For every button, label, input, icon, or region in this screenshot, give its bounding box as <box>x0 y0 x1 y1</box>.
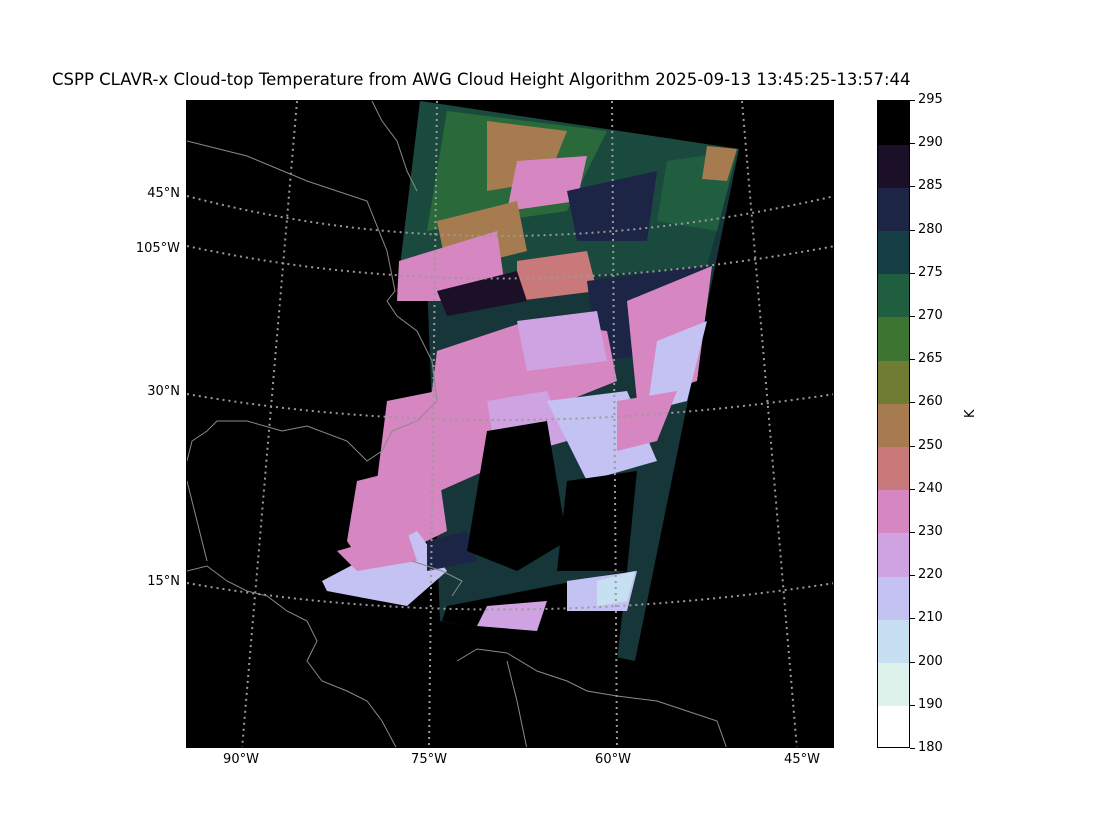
colorbar-tick <box>910 618 915 620</box>
lat-label-15n: 15°N <box>147 574 180 589</box>
colorbar-segment <box>878 446 909 491</box>
colorbar-tick <box>910 661 915 663</box>
colorbar-segment <box>878 619 909 664</box>
lon-label-60w: 60°W <box>595 752 631 767</box>
colorbar-segment <box>878 273 909 318</box>
colorbar-tick-label: 200 <box>918 653 943 669</box>
colorbar-segment <box>878 187 909 232</box>
colorbar-tick <box>910 445 915 447</box>
colorbar-tick-label: 260 <box>918 394 943 410</box>
colorbar-segment <box>878 533 909 577</box>
colorbar-tick-label: 180 <box>918 740 943 755</box>
lon-label-90w: 90°W <box>223 752 259 767</box>
colorbar-segment <box>878 144 909 188</box>
colorbar-segment <box>878 705 909 747</box>
colorbar-segment <box>878 403 909 448</box>
colorbar-tick <box>910 100 915 101</box>
lon-label-105w: 105°W <box>135 241 180 256</box>
colorbar-segment <box>878 317 909 361</box>
colorbar-tick <box>910 488 915 490</box>
lon-label-45w: 45°W <box>784 752 820 767</box>
colorbar-tick <box>910 316 915 317</box>
coastlines <box>187 101 727 747</box>
colorbar-tick-label: 265 <box>918 351 943 367</box>
colorbar-tick <box>910 143 915 145</box>
colorbar-unit: K <box>963 409 978 418</box>
lat-label-45n: 45°N <box>147 186 180 201</box>
map-panel <box>186 100 834 748</box>
colorbar-tick-label: 240 <box>918 480 943 496</box>
colorbar-segment <box>878 230 909 275</box>
colorbar-segment <box>878 576 909 620</box>
lat-label-30n: 30°N <box>147 384 180 399</box>
colorbar-tick <box>910 704 915 706</box>
colorbar-tick-label: 290 <box>918 135 943 151</box>
gridlines <box>187 101 833 747</box>
colorbar-tick <box>910 359 915 361</box>
colorbar-tick <box>910 748 915 749</box>
lon-label-75w: 75°W <box>411 752 447 767</box>
colorbar-segment <box>878 360 909 404</box>
colorbar-segment <box>878 662 909 707</box>
map-canvas <box>187 101 833 747</box>
colorbar-tick-label: 230 <box>918 524 943 539</box>
colorbar <box>877 100 910 748</box>
colorbar-tick-label: 280 <box>918 221 943 237</box>
colorbar-tick <box>910 575 915 577</box>
colorbar-segment <box>878 489 909 534</box>
colorbar-tick-label: 190 <box>918 696 943 712</box>
colorbar-tick-label: 295 <box>918 92 943 107</box>
colorbar-tick-label: 250 <box>918 437 943 453</box>
colorbar-tick <box>910 532 915 533</box>
colorbar-tick <box>910 186 915 188</box>
chart-title: CSPP CLAVR-x Cloud-top Temperature from … <box>52 70 911 89</box>
colorbar-tick <box>910 229 915 231</box>
colorbar-tick-label: 220 <box>918 567 943 583</box>
colorbar-segment <box>878 101 909 145</box>
colorbar-tick-label: 275 <box>918 264 943 280</box>
colorbar-tick-label: 210 <box>918 610 943 626</box>
colorbar-tick-label: 270 <box>918 308 943 323</box>
colorbar-tick <box>910 402 915 404</box>
colorbar-tick-label: 285 <box>918 178 943 194</box>
colorbar-tick <box>910 272 915 274</box>
cloud-swath <box>322 101 739 661</box>
